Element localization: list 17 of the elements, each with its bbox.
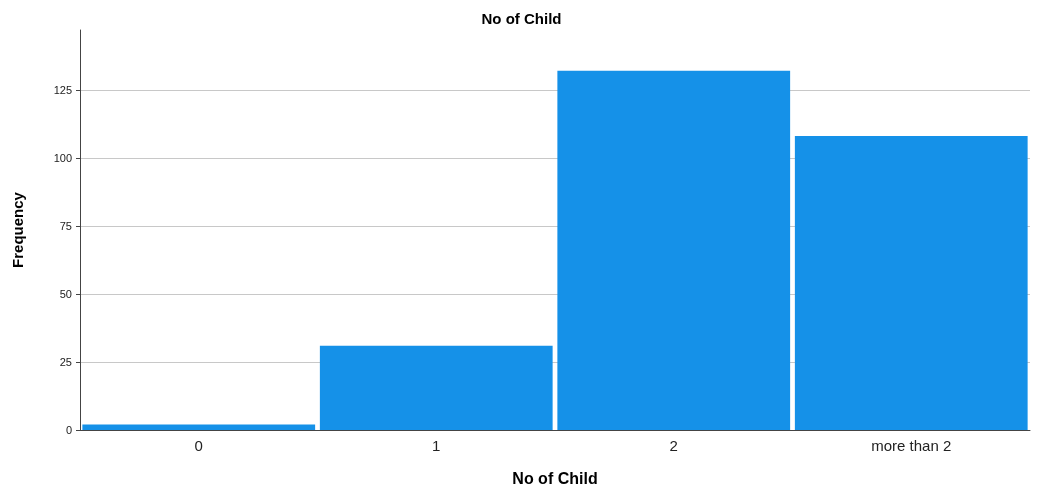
y-axis-title: Frequency	[9, 191, 26, 268]
y-tick-label: 50	[59, 287, 72, 300]
bar	[557, 70, 791, 430]
y-tick-label: 100	[53, 151, 72, 164]
x-tick-label: more than 2	[871, 437, 952, 454]
x-tick-label: 2	[669, 437, 678, 454]
y-tick-label: 125	[53, 83, 72, 96]
y-tick-label: 75	[59, 219, 72, 232]
chart-title: No of Child	[481, 10, 562, 27]
x-tick-label: 1	[432, 437, 441, 454]
x-axis-title: No of Child	[512, 469, 598, 487]
bar	[319, 345, 553, 430]
bar	[794, 136, 1028, 430]
y-tick-label: 0	[65, 424, 72, 436]
x-tick-label: 0	[194, 437, 203, 454]
y-tick-label: 25	[59, 355, 72, 368]
bar	[82, 424, 316, 430]
